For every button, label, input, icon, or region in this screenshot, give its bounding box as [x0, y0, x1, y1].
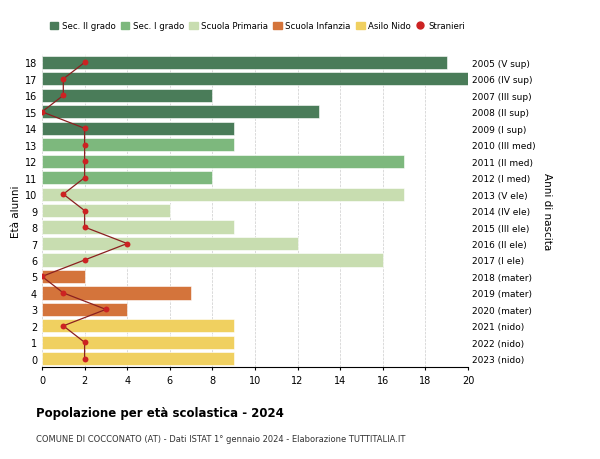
Point [80, 158, 89, 166]
Point [59, 290, 68, 297]
Point [80, 60, 89, 67]
Bar [42, 205, 170, 218]
Bar [42, 336, 234, 349]
Bar [42, 106, 319, 119]
Bar [42, 90, 212, 103]
Point [80, 257, 89, 264]
Point [37, 109, 47, 116]
Bar [42, 73, 468, 86]
Bar [42, 57, 446, 70]
Text: Popolazione per età scolastica - 2024: Popolazione per età scolastica - 2024 [36, 406, 284, 419]
Bar [42, 270, 85, 283]
Point [80, 207, 89, 215]
Point [80, 355, 89, 363]
Point [80, 339, 89, 346]
Bar [42, 123, 234, 135]
Bar [42, 237, 298, 251]
Point [122, 241, 132, 248]
Point [59, 92, 68, 100]
Point [59, 76, 68, 84]
Point [80, 224, 89, 231]
Bar [42, 353, 234, 365]
Point [101, 306, 111, 313]
Bar [42, 287, 191, 300]
Y-axis label: Anni di nascita: Anni di nascita [542, 173, 553, 250]
Bar [42, 155, 404, 168]
Bar [42, 254, 383, 267]
Bar [42, 139, 234, 152]
Legend: Sec. II grado, Sec. I grado, Scuola Primaria, Scuola Infanzia, Asilo Nido, Stran: Sec. II grado, Sec. I grado, Scuola Prim… [46, 19, 468, 35]
Bar [42, 172, 212, 185]
Text: COMUNE DI COCCONATO (AT) - Dati ISTAT 1° gennaio 2024 - Elaborazione TUTTITALIA.: COMUNE DI COCCONATO (AT) - Dati ISTAT 1°… [36, 434, 406, 443]
Bar [42, 188, 404, 202]
Bar [42, 319, 234, 333]
Y-axis label: Età alunni: Età alunni [11, 185, 20, 237]
Point [37, 273, 47, 280]
Point [59, 191, 68, 198]
Bar [42, 303, 127, 316]
Point [80, 125, 89, 133]
Bar [42, 221, 234, 234]
Point [59, 323, 68, 330]
Point [80, 142, 89, 149]
Point [80, 174, 89, 182]
